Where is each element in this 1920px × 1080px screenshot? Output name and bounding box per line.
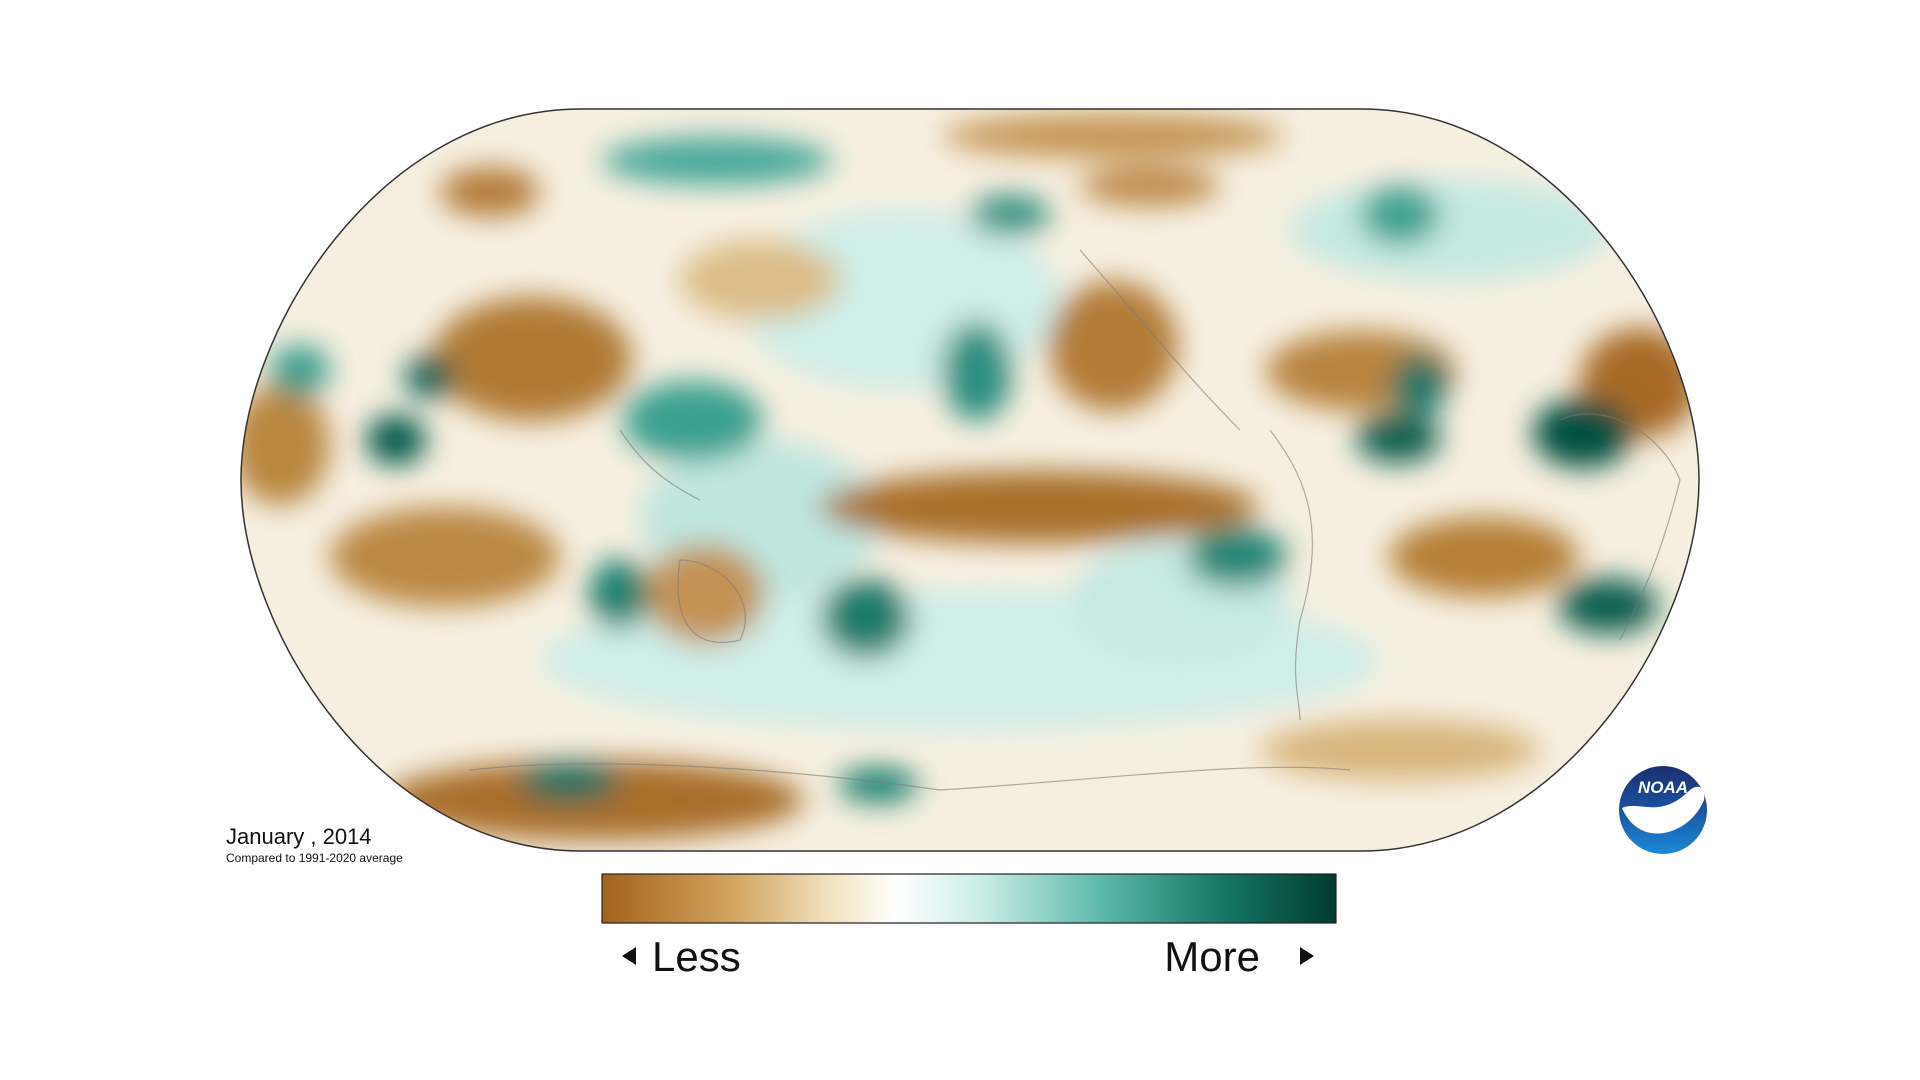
legend-high-label: More [1164,933,1260,980]
map-title: January , 2014 [226,824,372,849]
legend-low-label: Less [652,933,741,980]
anomaly-map [241,109,1699,851]
map-subtitle: Compared to 1991-2020 average [226,851,403,865]
less-arrow [622,947,636,965]
map-outline [240,108,1700,852]
logo-text: NOAA [1638,778,1688,797]
color-bar [601,873,1337,924]
more-arrow [1300,947,1314,965]
noaa-logo: NOAA [1619,766,1707,854]
